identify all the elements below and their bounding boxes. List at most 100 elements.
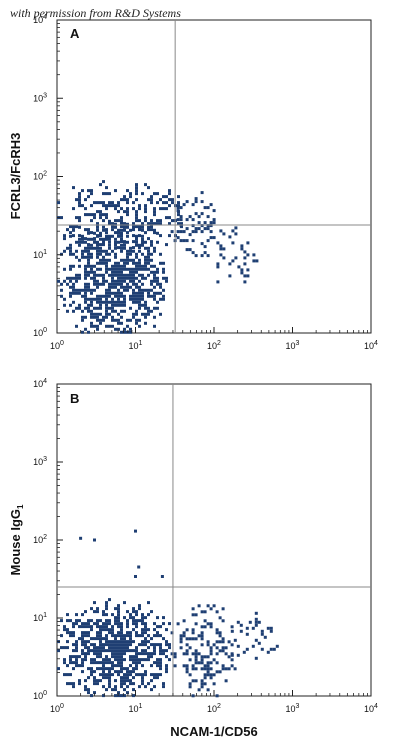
panel-b-population-2-cell [266,626,270,630]
panel-a-population-0-cell [108,267,111,271]
panel-a-population-0-cell [120,276,123,280]
panel-a-population-0-cell [135,270,138,274]
panel-b-population-1-cell [224,667,228,671]
panel-a-population-2-cell [188,215,192,219]
panel-a-population-1-cell [120,216,123,220]
panel-b-population-1-cell [200,661,204,665]
panel-b-population-0-cell [96,634,99,638]
panel-a-population-0-cell [138,288,141,292]
panel-a-population-3-cell [228,262,232,266]
panel-a-population-1-cell [177,204,180,208]
panel-a-population-2-cell [200,242,204,246]
panel-a-population-0-cell [102,255,105,259]
panel-b-population-1-cell [206,664,210,668]
panel-b-population-1-cell [197,652,201,656]
panel-b-population-0-cell [75,664,78,668]
panel-a-population-0-cell [72,309,75,313]
panel-a-population-0-cell [93,297,96,301]
panel-a-population-0-cell [102,258,105,262]
panel-a-population-0-cell [129,228,132,232]
panel-a-population-0-cell [156,279,159,283]
panel-b-population-1-cell [191,637,195,641]
panel-b-population-1-cell [185,664,189,668]
panel-b-population-0-cell [159,625,162,629]
panel-a-population-2-cell [209,221,213,225]
panel-b-population-0-cell [90,658,93,662]
panel-a-population-1-cell [135,210,138,214]
panel-b-population-0-cell [138,607,141,611]
panel-a-population-0-cell [111,279,114,283]
panel-b-population-0-cell [126,673,129,677]
panel-b-population-0-cell [129,643,132,647]
panel-b-population-0-cell [114,637,117,641]
panel-a-population-1-cell [111,225,114,229]
panel-b-population-0-cell [132,628,135,632]
panel-a-population-1-cell [84,213,87,217]
panel-a-population-1-cell [129,192,132,196]
panel-a-population-0-cell [69,279,72,283]
panel-a-population-0-cell [75,291,78,295]
panel-b-population-0-cell [120,634,123,638]
panel-b-population-0-cell [147,682,150,686]
panel-b-population-0-cell [111,652,114,656]
panel-a-population-1-cell [111,201,114,205]
panel-b-population-0-cell [162,685,165,689]
panel-a-population-0-cell [72,264,75,268]
panel-b-population-1-cell [188,682,192,686]
panel-b-population-0-cell [144,622,147,626]
panel-a-population-0-cell [105,288,108,292]
panel-b-population-0-cell [105,628,108,632]
panel-a-population-0-cell [66,309,69,313]
panel-a-population-0-cell [99,252,102,256]
panel-a-population-0-cell [135,291,138,295]
panel-b-population-0-cell [81,658,84,662]
panel-b-population-0-cell [99,637,102,641]
panel-a-population-1-cell [177,213,180,217]
panel-a-population-0-cell [102,276,105,280]
panel-b-population-0-cell [108,631,111,635]
panel-a-population-0-cell [114,240,117,244]
panel-a-population-0-cell [144,306,147,310]
panel-a-population-1-cell [168,234,171,238]
panel-b-population-0-cell [81,631,84,635]
panel-b-population-1-cell [209,649,213,653]
panel-a-population-0-cell [63,303,66,307]
panel-b-population-0-cell [117,661,120,665]
panel-a-population-0-cell [87,255,90,259]
panel-a-population-1-cell [126,213,129,217]
panel-b-population-0-cell [114,652,117,656]
panel-a-population-3-cell [234,232,238,236]
panel-a-x-tick-label: 104 [364,340,378,351]
panel-a-population-0-cell [138,261,141,265]
panel-a-population-0-cell [96,246,99,250]
panel-b-population-0-cell [138,673,141,677]
panel-b-population-0-cell [141,643,144,647]
panel-a-population-0-cell [78,306,81,310]
panel-a-population-0-cell [159,282,162,286]
panel-a-population-0-cell [81,309,84,313]
panel-a-population-0-cell [111,291,114,295]
panel-b-population-0-cell [99,673,102,677]
panel-a-population-0-cell [132,249,135,253]
panel-b-population-0-cell [105,637,108,641]
panel-a-population-0-cell [132,261,135,265]
panel-b-population-1-cell [221,637,225,641]
panel-b-population-0-cell [132,622,135,626]
panel-a-population-0-cell [84,240,87,244]
panel-b-population-0-cell [120,628,123,632]
panel-b-population-0-cell [78,679,81,683]
panel-a-population-0-cell [123,327,126,331]
panel-a-population-1-cell [81,237,84,241]
panel-a-population-0-cell [87,303,90,307]
panel-a-population-0-cell [153,273,156,277]
panel-b-population-1-cell [227,640,231,644]
panel-a-y-tick-label: 103 [33,92,47,103]
panel-a-population-0-cell [123,279,126,283]
panel-a-population-1-cell [153,213,156,217]
panel-b-population-0-cell [117,622,120,626]
panel-a-population-3-cell [216,262,220,266]
panel-a-population-0-cell [87,282,90,286]
panel-b-population-0-cell [144,631,147,635]
panel-a-population-0-cell [87,237,90,241]
panel-b-population-0-cell [90,694,93,698]
